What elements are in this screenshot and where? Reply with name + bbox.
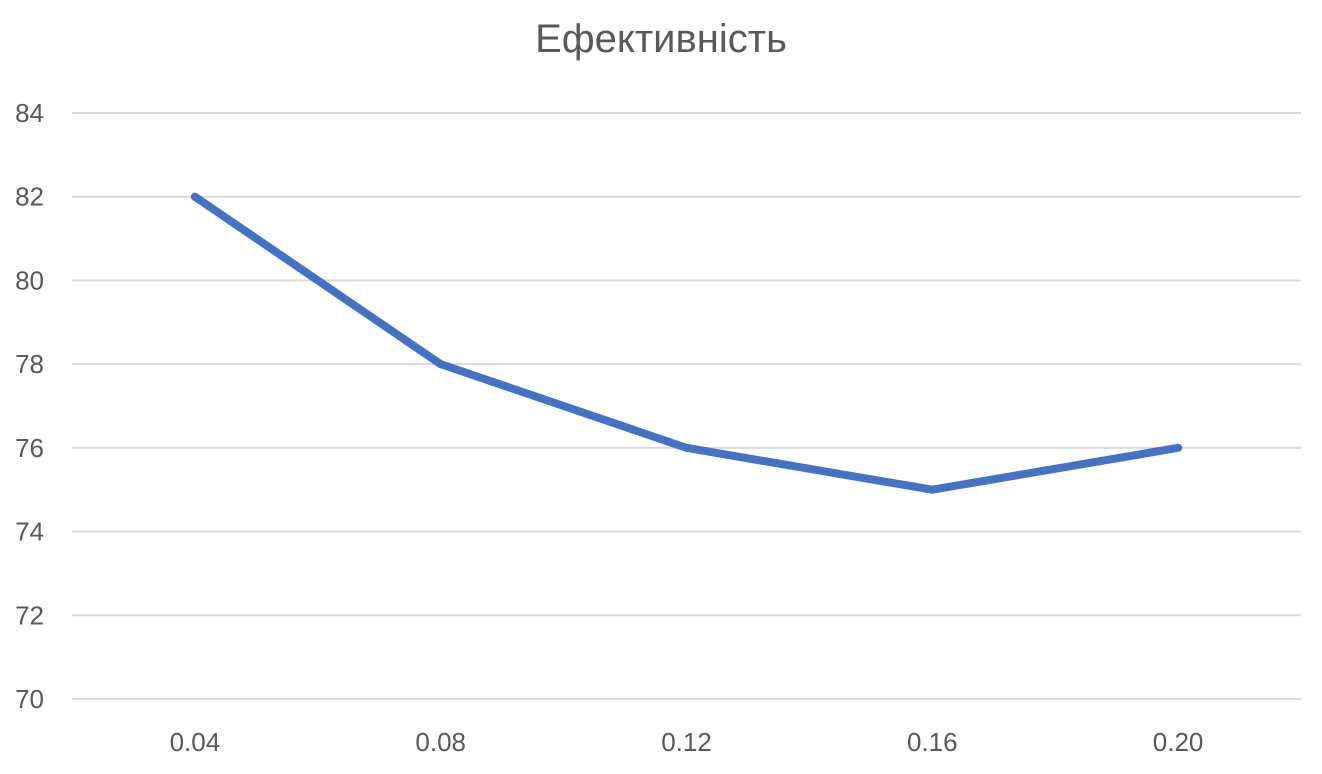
y-tick-label: 84 — [15, 98, 44, 128]
y-tick-label: 72 — [15, 600, 44, 630]
data-point — [928, 485, 937, 494]
chart-title: Ефективність — [535, 17, 787, 61]
data-point — [1174, 443, 1183, 452]
x-tick-label: 0.04 — [170, 727, 221, 757]
y-tick-label: 80 — [15, 265, 44, 295]
x-tick-label: 0.12 — [661, 727, 712, 757]
y-tick-label: 70 — [15, 684, 44, 714]
gridlines — [72, 112, 1301, 700]
y-tick-label: 74 — [15, 517, 44, 547]
x-tick-label: 0.08 — [415, 727, 466, 757]
data-point — [436, 360, 445, 369]
x-axis-tick-labels: 0.04 0.08 0.12 0.16 0.20 — [170, 727, 1204, 757]
y-tick-label: 78 — [15, 349, 44, 379]
data-point — [682, 443, 691, 452]
y-axis-tick-labels: 70 72 74 76 78 80 82 84 — [15, 98, 44, 714]
x-tick-label: 0.16 — [907, 727, 958, 757]
y-tick-label: 82 — [15, 182, 44, 212]
x-tick-label: 0.20 — [1153, 727, 1204, 757]
series-layer — [190, 192, 1183, 494]
data-point — [190, 192, 199, 201]
y-tick-label: 76 — [15, 433, 44, 463]
